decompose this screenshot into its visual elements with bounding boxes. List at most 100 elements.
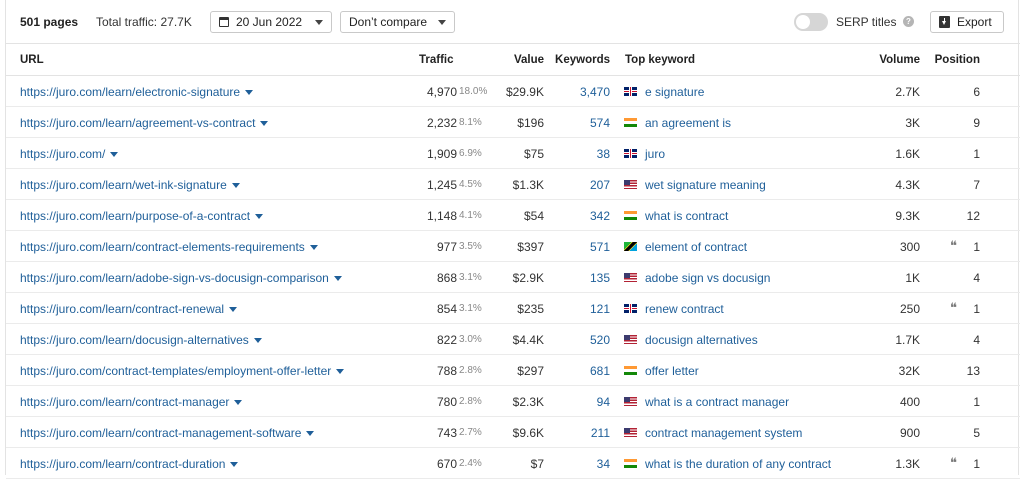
- caret-down-icon[interactable]: [336, 369, 345, 375]
- caret-down-icon[interactable]: [333, 276, 342, 282]
- url-link[interactable]: https://juro.com/learn/contract-duration: [20, 457, 239, 471]
- traffic-value-usd: $2.9K: [512, 271, 544, 285]
- top-keyword-link[interactable]: an agreement is: [645, 116, 732, 130]
- url-link[interactable]: https://juro.com/learn/contract-renewal: [20, 302, 238, 316]
- url-link[interactable]: https://juro.com/learn/contract-manageme…: [20, 426, 315, 440]
- column-traffic[interactable]: Traffic: [419, 54, 454, 66]
- caret-down-icon[interactable]: [234, 400, 243, 406]
- column-top-keyword[interactable]: Top keyword: [625, 54, 696, 66]
- url-link[interactable]: https://juro.com/learn/agreement-vs-cont…: [20, 116, 269, 130]
- url-link[interactable]: https://juro.com/learn/purpose-of-a-cont…: [20, 209, 264, 223]
- traffic-share: 4.5%: [459, 179, 482, 190]
- url-link[interactable]: https://juro.com/learn/contract-manager: [20, 395, 243, 409]
- serp-titles-toggle[interactable]: [794, 13, 828, 31]
- keywords-link[interactable]: 211: [590, 426, 610, 440]
- keywords-link[interactable]: 681: [589, 364, 610, 378]
- flag-us-icon: [624, 428, 637, 437]
- url-link[interactable]: https://juro.com/: [20, 147, 119, 161]
- top-keyword-link[interactable]: wet signature meaning: [645, 178, 766, 192]
- traffic-share: 3.5%: [459, 241, 482, 252]
- keywords-link[interactable]: 520: [589, 333, 610, 347]
- traffic-value-usd: $1.3K: [512, 178, 544, 192]
- column-url[interactable]: URL: [20, 54, 44, 66]
- caret-down-icon[interactable]: [245, 90, 254, 96]
- featured-snippet-icon: ❝: [950, 301, 957, 316]
- url-text: https://juro.com/: [20, 147, 106, 161]
- column-volume[interactable]: Volume: [879, 54, 920, 66]
- url-link[interactable]: https://juro.com/learn/contract-elements…: [20, 240, 318, 254]
- flag-us-icon: [624, 273, 637, 282]
- top-keyword-link[interactable]: renew contract: [645, 302, 724, 316]
- flag-uk-icon: [624, 149, 637, 158]
- traffic-value-usd: $397: [517, 240, 544, 254]
- url-link[interactable]: https://juro.com/learn/electronic-signat…: [20, 85, 254, 99]
- table-row: https://juro.com/learn/docusign-alternat…: [6, 324, 1020, 355]
- url-link[interactable]: https://juro.com/learn/adobe-sign-vs-doc…: [20, 271, 342, 285]
- caret-down-icon[interactable]: [230, 462, 239, 468]
- flag-uk-icon: [624, 304, 637, 313]
- top-keyword-link[interactable]: docusign alternatives: [645, 333, 758, 347]
- table-row: https://juro.com/learn/adobe-sign-vs-doc…: [6, 262, 1020, 293]
- traffic-value-usd: $235: [517, 302, 544, 316]
- caret-down-icon[interactable]: [306, 431, 315, 437]
- traffic-value: 4,970: [426, 85, 457, 99]
- help-icon[interactable]: ?: [903, 16, 914, 27]
- url-text: https://juro.com/learn/adobe-sign-vs-doc…: [20, 271, 329, 285]
- keywords-link[interactable]: 94: [596, 395, 610, 409]
- keywords-link[interactable]: 571: [589, 240, 610, 254]
- keywords-link[interactable]: 135: [589, 271, 610, 285]
- traffic-value-usd: $29.9K: [505, 85, 544, 99]
- column-value[interactable]: Value: [513, 54, 544, 66]
- caret-down-icon[interactable]: [231, 183, 240, 189]
- volume-value: 900: [899, 426, 920, 440]
- volume-value: 32K: [898, 364, 920, 378]
- caret-down-icon[interactable]: [229, 307, 238, 313]
- top-keyword-link[interactable]: juro: [645, 147, 666, 161]
- url-text: https://juro.com/learn/docusign-alternat…: [20, 333, 249, 347]
- position-value: 1: [973, 147, 980, 161]
- caret-down-icon[interactable]: [255, 214, 264, 220]
- date-picker-button[interactable]: 20 Jun 2022: [210, 11, 332, 33]
- traffic-share: 2.8%: [459, 365, 482, 376]
- keywords-link[interactable]: 121: [589, 302, 610, 316]
- caret-down-icon[interactable]: [253, 338, 262, 344]
- date-label: 20 Jun 2022: [236, 15, 303, 29]
- top-keyword-link[interactable]: what is a contract manager: [645, 395, 790, 409]
- keywords-link[interactable]: 574: [589, 116, 610, 130]
- table-row: https://juro.com/learn/contract-duration…: [6, 448, 1020, 479]
- position-value: 4: [973, 333, 980, 347]
- top-keyword-link[interactable]: e signature: [645, 85, 705, 99]
- keywords-link[interactable]: 342: [589, 209, 610, 223]
- keywords-link[interactable]: 3,470: [579, 85, 610, 99]
- url-link[interactable]: https://juro.com/learn/docusign-alternat…: [20, 333, 262, 347]
- top-keyword-link[interactable]: contract management system: [645, 426, 803, 440]
- export-label: Export: [957, 15, 992, 29]
- top-keyword-link[interactable]: offer letter: [645, 364, 699, 378]
- top-keyword-link[interactable]: what is the duration of any contract: [645, 457, 832, 471]
- export-button[interactable]: Export: [930, 11, 1004, 33]
- url-link[interactable]: https://juro.com/learn/wet-ink-signature: [20, 178, 240, 192]
- url-link[interactable]: https://juro.com/contract-templates/empl…: [20, 364, 345, 378]
- caret-down-icon[interactable]: [260, 121, 269, 127]
- table-row: https://juro.com/1,909 6.9% $75 38 juro 1.6K 1: [6, 138, 1020, 169]
- compare-dropdown[interactable]: Don’t compare: [340, 11, 455, 33]
- top-keyword-link[interactable]: adobe sign vs docusign: [645, 271, 771, 285]
- top-keyword-link[interactable]: what is contract: [645, 209, 729, 223]
- traffic-share: 18.0%: [459, 86, 488, 97]
- top-keyword-link[interactable]: element of contract: [645, 240, 748, 254]
- traffic-value: 868: [436, 271, 457, 285]
- caret-down-icon[interactable]: [110, 152, 119, 158]
- flag-us-icon: [624, 335, 637, 344]
- caret-down-icon[interactable]: [309, 245, 318, 251]
- keywords-link[interactable]: 34: [596, 457, 610, 471]
- traffic-value-usd: $4.4K: [512, 333, 544, 347]
- traffic-value: 822: [436, 333, 457, 347]
- keywords-link[interactable]: 207: [589, 178, 610, 192]
- keywords-link[interactable]: 38: [596, 147, 610, 161]
- url-text: https://juro.com/learn/contract-renewal: [20, 302, 225, 316]
- position-value: 1: [973, 240, 980, 254]
- traffic-value-usd: $54: [523, 209, 544, 223]
- url-text: https://juro.com/learn/agreement-vs-cont…: [20, 116, 256, 130]
- column-keywords[interactable]: Keywords: [555, 54, 610, 66]
- column-position[interactable]: Position: [934, 54, 980, 66]
